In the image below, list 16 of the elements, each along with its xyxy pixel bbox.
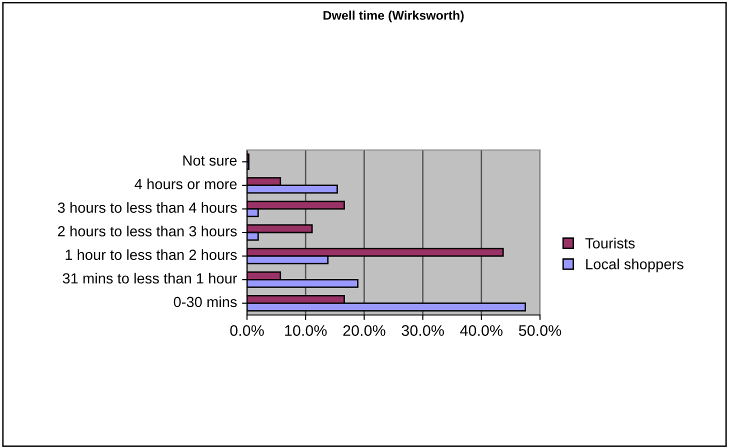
y-tick-label: 31 mins to less than 1 hour [62,272,238,284]
y-tick-label: 1 hour to less than 2 hours [66,249,237,260]
x-tick-label: 50.0% [518,325,562,336]
x-tick-label: 20.0% [343,325,386,336]
x-tick-label: 10.0% [285,325,327,336]
y-tick-label: 0-30 mins [174,296,237,308]
x-tick-label: 30.0% [402,325,444,336]
legend-label: Tourists [585,238,635,248]
y-tick-label: 2 hours to less than 3 hours [58,226,237,236]
legend-label: Local shoppers [586,258,684,272]
chart-title: Dwell time (Wirksworth) [324,10,464,22]
x-tick-label: 40.0% [460,325,503,336]
y-tick-label: 4 hours or more [134,178,237,190]
y-tick-label: Not sure [183,156,237,166]
x-tick-label: 0.0% [230,325,264,336]
y-tick-label: 3 hours to less than 4 hours [58,202,237,213]
